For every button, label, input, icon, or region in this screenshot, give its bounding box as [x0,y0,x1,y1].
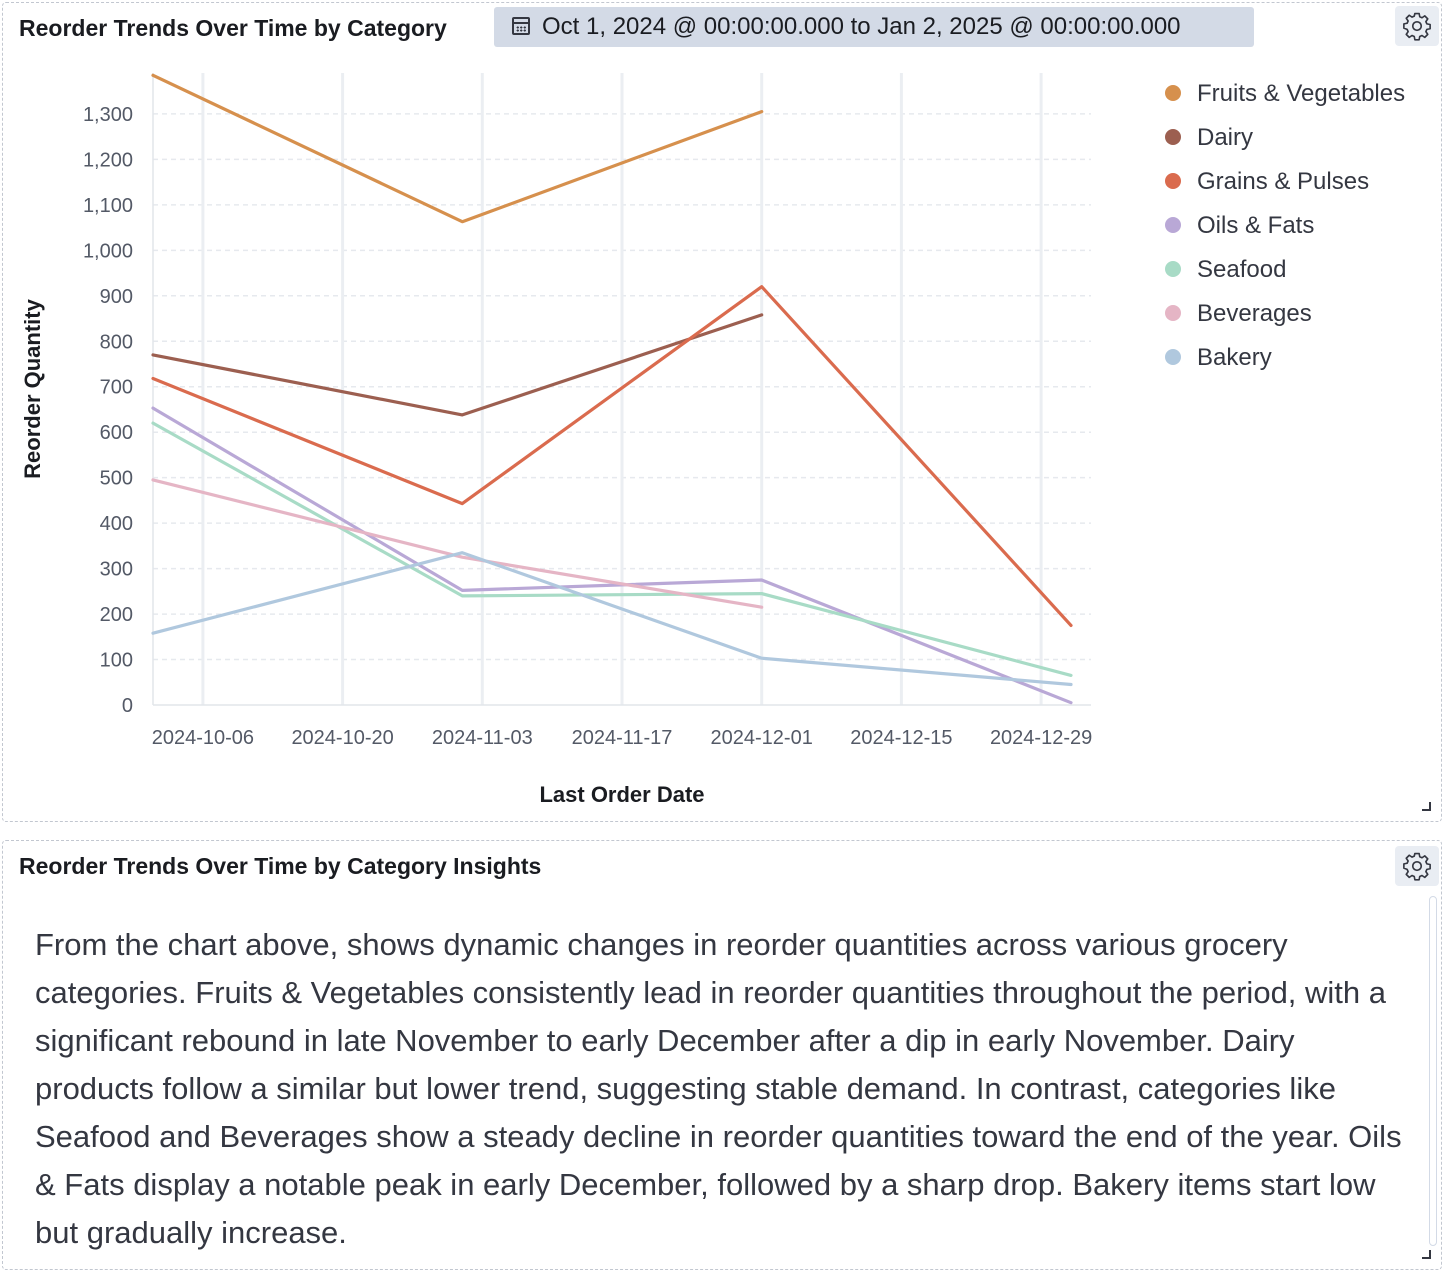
legend-marker [1165,129,1181,145]
y-tick-label: 800 [100,331,133,353]
legend-label: Seafood [1197,256,1286,283]
y-tick-label: 1,300 [83,104,133,126]
x-tick-label: 2024-11-17 [572,727,673,749]
x-tick-label: 2024-10-20 [291,727,393,749]
y-tick-label: 1,000 [83,240,133,262]
series-line [151,551,1073,687]
y-tick-label: 400 [100,513,133,535]
y-tick-label: 200 [100,604,133,626]
legend-marker [1165,217,1181,233]
series-line [151,285,1073,628]
y-tick-label: 900 [100,286,133,308]
legend-label: Fruits & Vegetables [1197,80,1405,107]
x-tick-label: 2024-12-29 [990,727,1092,749]
legend-label: Bakery [1197,344,1272,371]
legend-label: Dairy [1197,124,1253,151]
y-tick-label: 300 [100,559,133,581]
legend-marker [1165,85,1181,101]
y-tick-label: 600 [100,422,133,444]
gear-icon [1403,852,1431,881]
y-tick-label: 700 [100,377,133,399]
resize-handle-icon[interactable] [1422,1250,1431,1259]
series-line [151,313,764,417]
insights-settings-button[interactable] [1395,846,1439,886]
y-tick-label: 1,200 [83,149,133,171]
legend-label: Beverages [1197,300,1312,327]
y-tick-label: 100 [100,650,133,672]
insights-scrollbar[interactable] [1429,896,1437,1246]
calendar-icon [512,17,530,35]
series-line [151,406,1073,705]
legend-marker [1165,173,1181,189]
x-tick-label: 2024-12-15 [850,727,952,749]
legend-marker [1165,305,1181,321]
insights-text: From the chart above, shows dynamic chan… [35,927,1402,1250]
line-chart: 0 100 200 300 400 500 600 700 800 900 1,000 1,100 1,… [20,73,1405,807]
y-axis-title: Reorder Quantity [20,298,45,478]
y-tick-label: 0 [122,695,133,717]
x-tick-label: 2024-12-01 [711,727,813,749]
resize-handle-icon[interactable] [1422,802,1431,811]
series-line [151,421,1073,678]
chart-settings-button[interactable] [1395,6,1439,46]
series-line [151,73,764,224]
insights-panel-title: Reorder Trends Over Time by Category Ins… [19,853,542,879]
y-tick-label: 1,100 [83,195,133,217]
series-line [151,478,764,609]
x-tick-label: 2024-11-03 [432,727,533,749]
legend-marker [1165,349,1181,365]
gear-icon [1403,12,1431,41]
chart-panel-title: Reorder Trends Over Time by Category [19,15,447,41]
x-axis-title: Last Order Date [539,782,704,807]
insights-panel: Reorder Trends Over Time by Category Ins… [2,840,1442,1270]
time-range-label: Oct 1, 2024 @ 00:00:00.000 to Jan 2, 202… [542,13,1181,40]
y-tick-label: 500 [100,468,133,490]
legend-marker [1165,261,1181,277]
legend-label: Grains & Pulses [1197,168,1369,195]
x-tick-label: 2024-10-06 [152,727,254,749]
time-range-badge[interactable]: Oct 1, 2024 @ 00:00:00.000 to Jan 2, 202… [494,7,1254,47]
chart-panel: Reorder Trends Over Time by Category Oct… [2,2,1442,822]
legend-label: Oils & Fats [1197,212,1314,239]
